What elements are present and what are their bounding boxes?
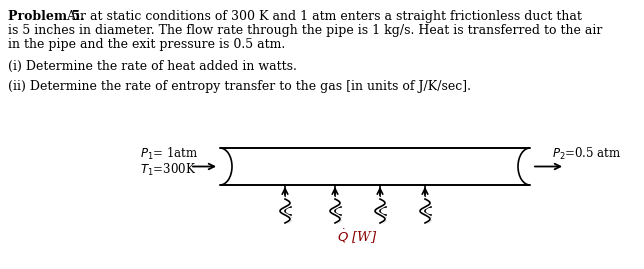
Text: in the pipe and the exit pressure is 0.5 atm.: in the pipe and the exit pressure is 0.5…	[8, 38, 285, 51]
Ellipse shape	[208, 148, 232, 185]
Text: $P_1$= 1atm: $P_1$= 1atm	[140, 146, 198, 162]
Text: (i) Determine the rate of heat added in watts.: (i) Determine the rate of heat added in …	[8, 60, 297, 73]
Text: $T_1$=300K: $T_1$=300K	[140, 162, 196, 178]
Text: Problem 5.: Problem 5.	[8, 10, 84, 23]
Text: is 5 inches in diameter. The flow rate through the pipe is 1 kg/s. Heat is trans: is 5 inches in diameter. The flow rate t…	[8, 24, 602, 37]
Text: Air at static conditions of 300 K and 1 atm enters a straight frictionless duct : Air at static conditions of 300 K and 1 …	[63, 10, 582, 23]
Bar	[530, 147, 543, 186]
Text: $\dot{Q}$ [W]: $\dot{Q}$ [W]	[337, 228, 378, 246]
Bar	[207, 147, 220, 186]
Text: $P_2$=0.5 atm: $P_2$=0.5 atm	[552, 146, 621, 162]
Ellipse shape	[518, 148, 542, 185]
Text: (ii) Determine the rate of entropy transfer to the gas [in units of J/K/sec].: (ii) Determine the rate of entropy trans…	[8, 80, 471, 93]
Bar	[220, 148, 530, 185]
